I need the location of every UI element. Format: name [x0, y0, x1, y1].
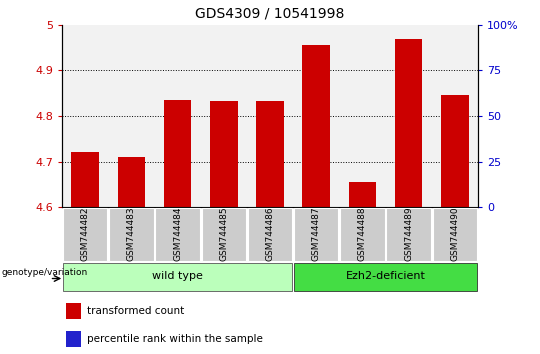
- Text: GSM744490: GSM744490: [450, 206, 460, 261]
- Text: GSM744488: GSM744488: [358, 206, 367, 261]
- FancyBboxPatch shape: [156, 208, 200, 261]
- Bar: [62, 25, 109, 207]
- FancyBboxPatch shape: [294, 208, 339, 261]
- Text: genotype/variation: genotype/variation: [2, 268, 87, 277]
- Text: GSM744485: GSM744485: [219, 206, 228, 261]
- Text: GSM744487: GSM744487: [312, 206, 321, 261]
- FancyBboxPatch shape: [63, 208, 107, 261]
- Text: transformed count: transformed count: [87, 306, 184, 316]
- Text: GSM744482: GSM744482: [80, 206, 90, 261]
- Bar: [386, 25, 431, 207]
- Bar: [109, 25, 154, 207]
- FancyBboxPatch shape: [63, 263, 292, 291]
- FancyBboxPatch shape: [387, 208, 431, 261]
- Bar: [71, 152, 99, 207]
- Text: wild type: wild type: [152, 272, 203, 281]
- Bar: [247, 25, 293, 207]
- FancyBboxPatch shape: [248, 208, 292, 261]
- FancyBboxPatch shape: [201, 208, 246, 261]
- Bar: [256, 101, 284, 207]
- Text: GSM744486: GSM744486: [266, 206, 274, 261]
- Text: Ezh2-deficient: Ezh2-deficient: [346, 272, 426, 281]
- Bar: [348, 182, 376, 207]
- Text: GSM744484: GSM744484: [173, 206, 182, 261]
- Bar: [154, 25, 201, 207]
- Text: GSM744489: GSM744489: [404, 206, 413, 261]
- Title: GDS4309 / 10541998: GDS4309 / 10541998: [195, 7, 345, 21]
- FancyBboxPatch shape: [294, 263, 477, 291]
- Bar: [201, 25, 247, 207]
- Bar: [118, 157, 145, 207]
- FancyBboxPatch shape: [109, 208, 153, 261]
- Bar: [66, 331, 81, 347]
- FancyBboxPatch shape: [433, 208, 477, 261]
- Bar: [302, 45, 330, 207]
- Bar: [339, 25, 386, 207]
- Bar: [293, 25, 339, 207]
- FancyBboxPatch shape: [340, 208, 384, 261]
- Bar: [431, 25, 478, 207]
- Bar: [164, 100, 192, 207]
- Bar: [210, 101, 238, 207]
- Text: percentile rank within the sample: percentile rank within the sample: [87, 334, 263, 344]
- Bar: [395, 39, 422, 207]
- Bar: [66, 303, 81, 319]
- Text: GSM744483: GSM744483: [127, 206, 136, 261]
- Bar: [441, 96, 469, 207]
